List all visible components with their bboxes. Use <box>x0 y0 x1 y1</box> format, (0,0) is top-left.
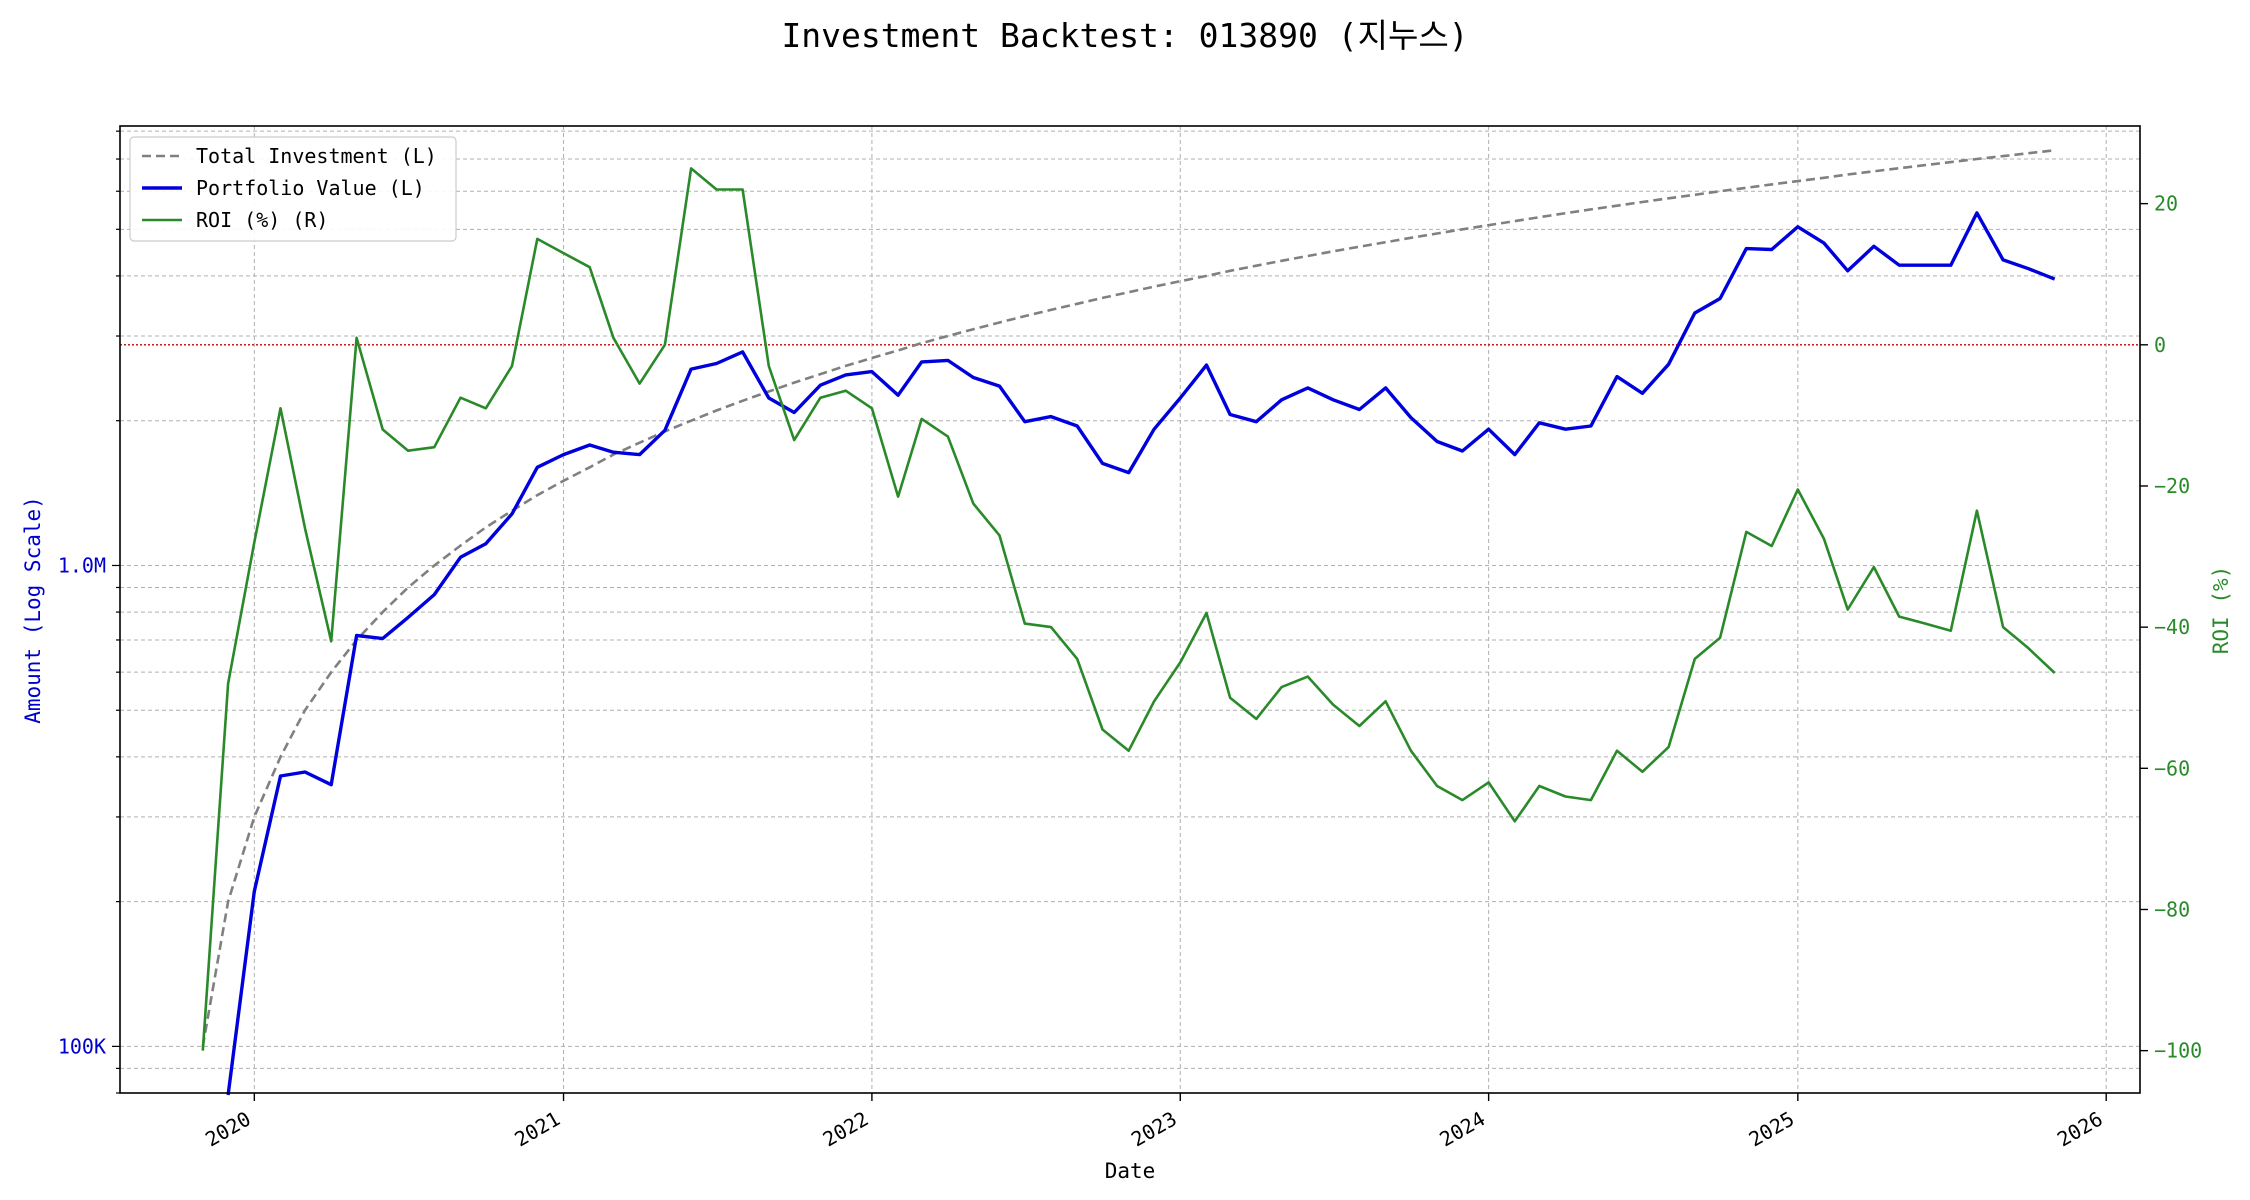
total-investment-line <box>201 149 2055 1047</box>
x-axis-label: Date <box>1105 1159 1156 1183</box>
y-right-tick-label: −100 <box>2154 1039 2202 1063</box>
y-right-tick-label: −80 <box>2154 897 2190 921</box>
axis-layer: 2020 2021 2022 2023 2024 2025 2026 100K 1.0M −100… <box>58 130 2202 1152</box>
y-left-axis-label: Amount (Log Scale) <box>21 496 45 724</box>
x-tick-label: 2026 <box>2053 1107 2107 1152</box>
x-tick-label: 2025 <box>1745 1107 1799 1152</box>
legend-item-total-investment-label: Total Investment (L) <box>196 144 437 168</box>
plot-frame <box>119 125 2141 1094</box>
y-right-tick-label: −20 <box>2154 474 2190 498</box>
y-left-tick-label: 100K <box>58 1034 106 1058</box>
y-left-tick-label: 1.0M <box>58 553 106 577</box>
y-right-tick-label: 0 <box>2154 333 2166 357</box>
legend-box <box>129 136 457 242</box>
y-right-tick-label: −60 <box>2154 756 2190 780</box>
y-right-tick-label: 20 <box>2154 192 2178 216</box>
x-tick-label: 2021 <box>510 1107 564 1152</box>
x-tick-label: 2020 <box>201 1107 255 1152</box>
roi-line <box>201 167 2056 1051</box>
portfolio-value-line <box>226 211 2056 1096</box>
x-tick-label: 2022 <box>819 1107 873 1152</box>
legend-item-portfolio-value-label: Portfolio Value (L) <box>196 176 425 200</box>
x-tick-label: 2023 <box>1127 1107 1181 1152</box>
y-right-tick-label: −40 <box>2154 615 2190 639</box>
legend-item-roi-label: ROI (%) (R) <box>196 208 328 232</box>
x-tick-label: 2024 <box>1435 1107 1489 1152</box>
series-layer <box>120 149 2140 1096</box>
y-right-axis-label: ROI (%) <box>2209 566 2233 655</box>
chart-title: Investment Backtest: 013890 (지누스) <box>781 16 1468 55</box>
legend: Total Investment (L) Portfolio Value (L) R… <box>129 136 457 242</box>
grid-layer <box>120 126 2140 1094</box>
